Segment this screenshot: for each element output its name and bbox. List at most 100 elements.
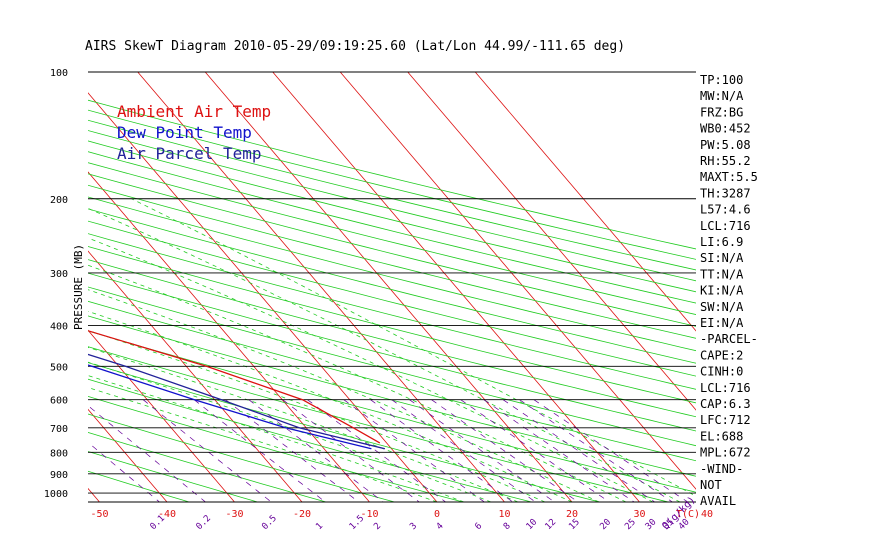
stability-index-item: MW:N/A xyxy=(700,89,744,103)
bottom-temp-tick-label: -30 xyxy=(225,509,243,520)
isotherm-line xyxy=(407,72,696,411)
stability-index-panel: TP:100 MW:N/A FRZ:BG WB0:452 PW:5.08 RH:55.2 M… xyxy=(700,73,758,508)
bottom-temp-tick-label: 0 xyxy=(434,509,440,520)
stability-index-item: LCL:716 xyxy=(700,219,751,233)
mixing-ratio-line xyxy=(533,399,689,502)
mixing-ratio-line xyxy=(460,399,610,502)
legend-ambient-air-temp: Ambient Air Temp xyxy=(117,102,271,121)
pressure-tick-label: 800 xyxy=(50,448,68,459)
mixing-ratio-tick-label: 6 xyxy=(473,521,484,532)
bottom-temp-tick-label: -40 xyxy=(158,509,176,520)
mixing-ratio-lines xyxy=(88,399,689,502)
bottom-unit-label: T(C) xyxy=(676,509,700,520)
dry-adiabat-line xyxy=(88,109,696,260)
dry-adiabat-line xyxy=(88,173,696,327)
stability-index-item: EL:688 xyxy=(700,429,743,443)
stability-index-item: TH:3287 xyxy=(700,186,751,200)
isotherm-line xyxy=(88,329,235,502)
isotherm-line xyxy=(0,72,32,502)
dry-adiabat-lines xyxy=(88,99,696,502)
stability-index-item: CAPE:2 xyxy=(700,348,743,362)
pressure-tick-label: 200 xyxy=(50,195,68,206)
bottom-temp-tick-label: 20 xyxy=(566,509,578,520)
dry-adiabat-line xyxy=(88,162,696,315)
stability-index-item: MAXT:5.5 xyxy=(700,170,758,184)
stability-index-item: CINH:0 xyxy=(700,365,743,379)
stability-index-item: NOT xyxy=(700,478,722,492)
dry-adiabat-line xyxy=(88,362,600,502)
mixing-ratio-line xyxy=(483,399,635,502)
stability-index-item: SI:N/A xyxy=(700,251,744,265)
bottom-temp-tick-label: -10 xyxy=(360,509,378,520)
stability-index-item: MPL:672 xyxy=(700,446,751,460)
mixing-ratio-tick-label: 30 xyxy=(644,517,659,532)
stability-index-item: AVAIL xyxy=(700,494,736,508)
dry-adiabat-line xyxy=(88,140,696,293)
mixing-ratio-tick-label: 12 xyxy=(544,517,559,532)
dry-adiabat-line xyxy=(88,378,532,502)
moist-adiabat-line xyxy=(88,264,627,502)
isotherm-line xyxy=(88,408,168,502)
dry-adiabat-line xyxy=(88,315,696,477)
bottom-temp-tick-label: -50 xyxy=(90,509,108,520)
mixing-ratio-line xyxy=(142,399,272,502)
stability-index-item: CAP:6.3 xyxy=(700,397,751,411)
pressure-tick-label: 500 xyxy=(50,362,68,373)
isotherm-line xyxy=(339,72,696,490)
mixing-ratio-tick-label: 2 xyxy=(372,521,383,532)
dry-adiabat-line xyxy=(88,470,190,502)
moist-adiabat-line xyxy=(88,361,492,502)
isobar-lines xyxy=(88,71,696,503)
mixing-ratio-line xyxy=(370,399,514,502)
pressure-tick-label: 100 xyxy=(50,68,68,79)
dry-adiabat-line xyxy=(88,346,669,502)
dry-adiabat-line xyxy=(88,220,696,377)
moist-adiabat-line xyxy=(88,330,546,502)
y-axis-label: PRESSURE (MB) xyxy=(72,244,85,330)
stability-index-item: WB0:452 xyxy=(700,122,751,136)
dry-adiabat-line xyxy=(88,300,696,462)
dry-adiabat-line xyxy=(88,208,696,364)
dry-adiabat-line xyxy=(88,196,696,352)
dry-adiabat-line xyxy=(88,272,696,432)
isotherm-line xyxy=(272,72,640,502)
mixing-ratio-line xyxy=(248,399,384,502)
stability-index-item: LCL:716 xyxy=(700,381,751,395)
dry-adiabat-line xyxy=(88,451,258,502)
mixing-ratio-line xyxy=(391,399,536,502)
series-dew-point-temp xyxy=(88,364,372,450)
pressure-tick-label: 400 xyxy=(50,322,68,333)
bottom-temp-tick-label: -20 xyxy=(293,509,311,520)
mixing-ratio-line xyxy=(88,405,206,502)
mixing-ratio-line xyxy=(431,399,579,502)
dry-adiabat-line xyxy=(88,119,696,271)
stability-index-item: -WIND- xyxy=(700,462,743,476)
mixing-ratio-line xyxy=(307,399,446,502)
legend-air-parcel-temp: Air Parcel Temp xyxy=(117,144,262,163)
moist-adiabat-line xyxy=(88,346,519,502)
dry-adiabat-line xyxy=(88,286,696,447)
isotherm-line xyxy=(88,250,303,502)
dry-adiabat-line xyxy=(88,99,696,250)
isotherm-line xyxy=(88,92,438,502)
isotherm-line xyxy=(474,72,696,332)
mixing-ratio-tick-label: 4 xyxy=(435,521,446,532)
mixing-ratio-line xyxy=(225,399,359,502)
mixing-ratio-line xyxy=(193,399,326,502)
bottom-temp-tick-label: 30 xyxy=(633,509,645,520)
legend-dew-point-temp: Dew Point Temp xyxy=(117,123,252,142)
pressure-tick-label: 700 xyxy=(50,424,68,435)
pressure-tick-label: 1000 xyxy=(44,489,68,500)
chart-title: AIRS SkewT Diagram 2010-05-29/09:19:25.6… xyxy=(85,39,625,54)
pressure-tick-label: 900 xyxy=(50,470,68,481)
dry-adiabat-line xyxy=(88,184,696,339)
dry-adiabat-line xyxy=(88,413,395,502)
series-air-parcel-temp xyxy=(88,353,386,450)
stability-index-item: LI:6.9 xyxy=(700,235,743,249)
mixing-ratio-tick-label: 3 xyxy=(408,521,419,532)
mixing-ratio-tick-label: 20 xyxy=(598,517,613,532)
mixing-ratio-line xyxy=(502,399,655,502)
stability-index-item: -PARCEL- xyxy=(700,332,758,346)
mixing-ratio-line xyxy=(282,399,420,502)
stability-index-item: L57:4.6 xyxy=(700,203,751,217)
